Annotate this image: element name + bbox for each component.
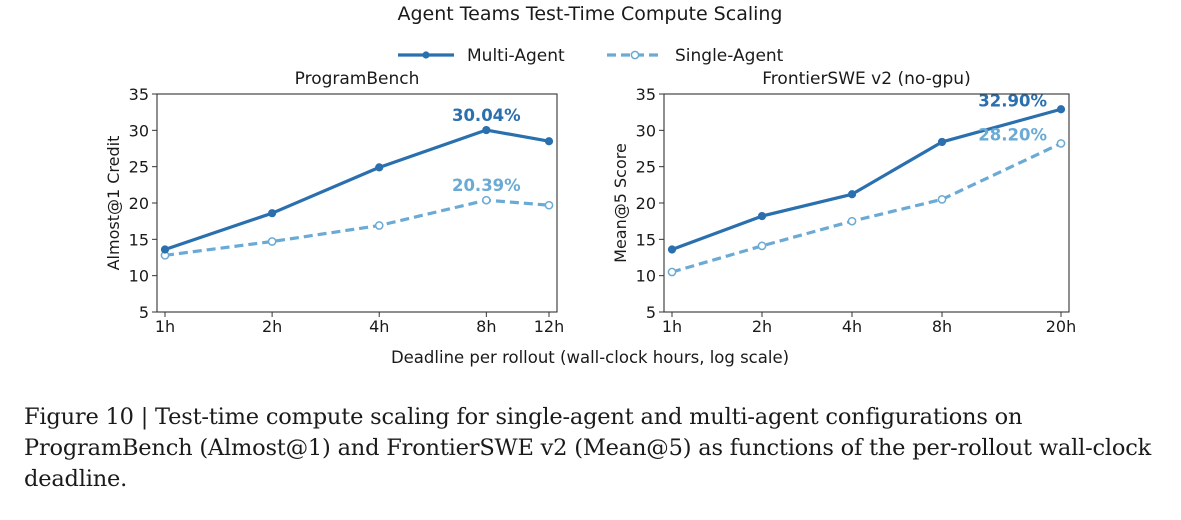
x-tick-label: 4h <box>369 317 389 336</box>
legend-label-multi: Multi-Agent <box>467 46 565 66</box>
series-line-single-agent <box>671 141 1062 274</box>
y-tick-label: 20 <box>129 194 149 213</box>
panel-title: ProgramBench <box>295 69 420 89</box>
legend-label-single: Single-Agent <box>675 46 784 66</box>
y-tick-label: 15 <box>636 230 656 249</box>
x-tick-label: 8h <box>476 317 496 336</box>
data-label: 28.20% <box>978 125 1047 144</box>
y-tick-label: 35 <box>129 85 149 104</box>
y-tick-label: 10 <box>636 267 656 286</box>
y-tick-label: 5 <box>646 303 656 322</box>
y-tick-label: 35 <box>636 85 656 104</box>
y-axis-label: Almost@1 Credit <box>104 136 123 271</box>
data-point-single-agent <box>481 195 491 205</box>
plot-frame <box>156 93 558 313</box>
figure-caption: Figure 10 | Test-time compute scaling fo… <box>24 404 1152 492</box>
y-tick-label: 25 <box>636 158 656 177</box>
legend: Multi-Agent Single-Agent <box>398 46 784 66</box>
plot-frame <box>663 93 1070 313</box>
data-point-single-agent <box>374 221 384 230</box>
figure: Agent Teams Test-Time Compute Scaling Mu… <box>104 3 1076 367</box>
x-tick-label: 12h <box>534 317 565 336</box>
x-tick-label: 20h <box>1046 317 1077 336</box>
figure-title: Agent Teams Test-Time Compute Scaling <box>398 3 783 25</box>
x-tick-label: 4h <box>842 317 862 336</box>
data-label: 32.90% <box>978 91 1047 110</box>
data-point-multi-agent <box>937 137 947 147</box>
data-point-single-agent <box>847 216 857 226</box>
x-tick-label: 2h <box>752 317 772 336</box>
data-label: 30.04% <box>452 106 521 125</box>
data-point-single-agent <box>1056 139 1066 148</box>
data-point-multi-agent <box>268 209 277 218</box>
data-point-multi-agent <box>160 245 170 254</box>
legend-marker-single <box>630 50 640 60</box>
data-point-multi-agent <box>482 125 491 135</box>
data-point-single-agent <box>267 237 277 246</box>
legend-marker-multi <box>422 51 430 59</box>
y-tick-label: 10 <box>129 267 149 286</box>
data-point-single-agent <box>757 241 767 251</box>
data-point-multi-agent <box>667 245 677 254</box>
panel-frontierswe: FrontierSWE v2 (no-gpu) Mean@5 Score 5 10 15… <box>611 69 1076 336</box>
shared-x-axis-label: Deadline per rollout (wall-clock hours, … <box>391 348 789 367</box>
y-tick-label: 30 <box>129 121 149 140</box>
data-label: 20.39% <box>452 176 521 195</box>
panel-title: FrontierSWE v2 (no-gpu) <box>762 69 970 89</box>
data-point-multi-agent <box>544 137 554 146</box>
data-point-multi-agent <box>847 190 857 199</box>
y-tick-label: 25 <box>129 158 149 177</box>
x-tick-label: 1h <box>155 317 175 336</box>
data-point-single-agent <box>667 267 677 277</box>
y-tick-label: 5 <box>139 303 149 322</box>
y-tick-label: 30 <box>636 121 656 140</box>
y-tick-label: 20 <box>636 194 656 213</box>
x-tick-label: 1h <box>662 317 682 336</box>
data-point-multi-agent <box>375 163 384 172</box>
data-point-multi-agent <box>1056 105 1066 114</box>
panel-programbench: ProgramBench Almost@1 Credit 5 10 15 20 25 30 35… <box>104 69 564 336</box>
data-point-single-agent <box>544 200 554 210</box>
x-tick-label: 2h <box>262 317 282 336</box>
data-point-single-agent <box>937 195 947 204</box>
series-line-single-agent <box>164 198 550 257</box>
x-tick-label: 8h <box>932 317 952 336</box>
y-axis-label: Mean@5 Score <box>611 143 630 263</box>
data-point-multi-agent <box>757 211 767 221</box>
y-tick-label: 15 <box>129 230 149 249</box>
